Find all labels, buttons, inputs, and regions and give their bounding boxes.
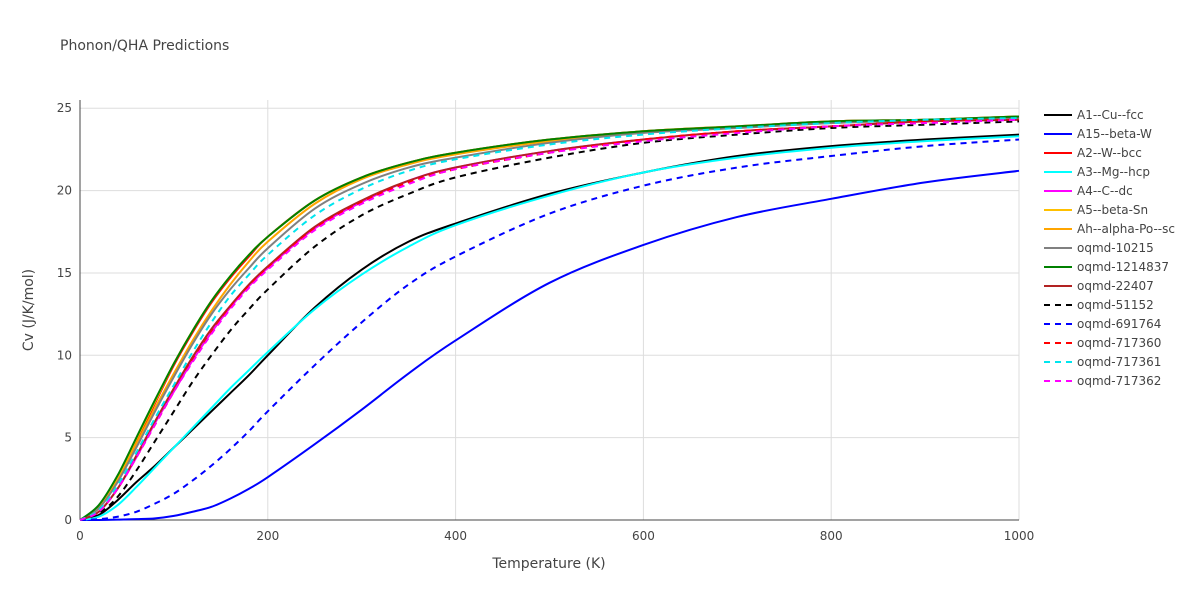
series-line-oqmd-691764 xyxy=(79,138,1020,521)
legend-label: oqmd-717361 xyxy=(1077,355,1161,369)
legend-label: A4--C--dc xyxy=(1077,184,1133,198)
y-tick-label: 10 xyxy=(57,348,72,362)
legend-label: oqmd-51152 xyxy=(1077,298,1154,312)
legend-item[interactable]: A5--beta-Sn xyxy=(1044,203,1148,217)
legend-label: oqmd-691764 xyxy=(1077,317,1161,331)
legend-item[interactable]: oqmd-717360 xyxy=(1044,336,1161,350)
legend-label: A15--beta-W xyxy=(1077,127,1152,141)
chart-title: Phonon/QHA Predictions xyxy=(60,38,229,54)
legend[interactable]: A1--Cu--fcc A15--beta-W A2--W--bcc A3--Mg--… xyxy=(1044,108,1175,388)
legend-label: A2--W--bcc xyxy=(1077,146,1142,160)
series-line-a15-beta-w xyxy=(79,169,1020,522)
x-tick-label: 400 xyxy=(444,529,467,543)
y-tick-label: 0 xyxy=(64,513,72,527)
legend-item[interactable]: A2--W--bcc xyxy=(1044,146,1142,160)
x-tick-label: 600 xyxy=(632,529,655,543)
legend-label: A5--beta-Sn xyxy=(1077,203,1148,217)
legend-item[interactable]: oqmd-1214837 xyxy=(1044,260,1169,274)
series-line-oqmd-1214837 xyxy=(79,115,1020,521)
legend-label: A3--Mg--hcp xyxy=(1077,165,1150,179)
y-axis-title: Cv (J/K/mol) xyxy=(21,269,37,351)
legend-item[interactable]: oqmd-717361 xyxy=(1044,355,1161,369)
grid xyxy=(80,100,1020,520)
y-tick-label: 20 xyxy=(57,184,72,198)
series-line-oqmd-717362 xyxy=(79,118,1020,521)
legend-label: oqmd-10215 xyxy=(1077,241,1154,255)
legend-label: Ah--alpha-Po--sc xyxy=(1077,222,1175,236)
series-line-oqmd-51152 xyxy=(79,120,1020,521)
legend-label: oqmd-1214837 xyxy=(1077,260,1169,274)
series-line-oqmd-717360 xyxy=(79,118,1020,521)
legend-label: oqmd-22407 xyxy=(1077,279,1154,293)
legend-item[interactable]: A1--Cu--fcc xyxy=(1044,108,1144,122)
axes: 0 200 400 600 800 1000 0 5 10 15 20 25 xyxy=(57,100,1035,543)
x-tick-label: 0 xyxy=(76,529,84,543)
legend-item[interactable]: Ah--alpha-Po--sc xyxy=(1044,222,1175,236)
legend-item[interactable]: oqmd-10215 xyxy=(1044,241,1154,255)
y-tick-label: 25 xyxy=(57,101,72,115)
legend-item[interactable]: A4--C--dc xyxy=(1044,184,1133,198)
legend-item[interactable]: oqmd-691764 xyxy=(1044,317,1161,331)
legend-item[interactable]: A3--Mg--hcp xyxy=(1044,165,1150,179)
legend-label: oqmd-717360 xyxy=(1077,336,1161,350)
y-tick-label: 15 xyxy=(57,266,72,280)
legend-item[interactable]: A15--beta-W xyxy=(1044,127,1152,141)
x-tick-label: 1000 xyxy=(1004,529,1035,543)
series-line-oqmd-717361 xyxy=(79,117,1020,521)
y-tick-label: 5 xyxy=(64,431,72,445)
legend-label: oqmd-717362 xyxy=(1077,374,1161,388)
x-axis-title: Temperature (K) xyxy=(491,556,605,572)
legend-label: A1--Cu--fcc xyxy=(1077,108,1144,122)
x-tick-label: 800 xyxy=(820,529,843,543)
series-lines xyxy=(79,115,1020,522)
series-line-a3-mg-hcp xyxy=(79,135,1020,521)
x-tick-label: 200 xyxy=(256,529,279,543)
legend-item[interactable]: oqmd-51152 xyxy=(1044,298,1154,312)
legend-item[interactable]: oqmd-717362 xyxy=(1044,374,1161,388)
legend-item[interactable]: oqmd-22407 xyxy=(1044,279,1154,293)
